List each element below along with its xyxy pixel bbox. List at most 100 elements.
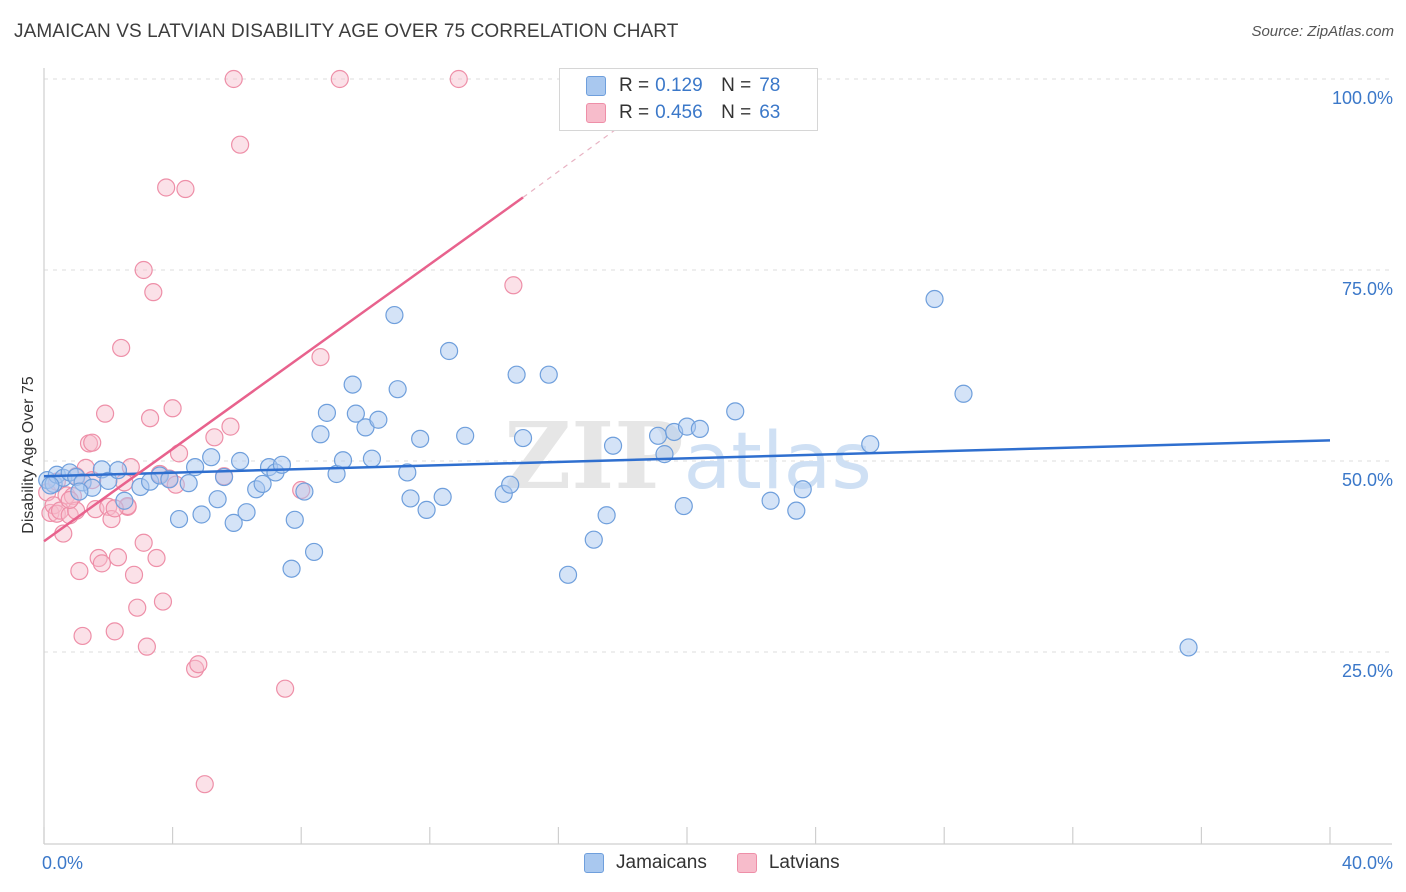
jamaican-point	[648, 426, 668, 445]
latvian-point	[134, 533, 153, 552]
latvian-point	[70, 561, 89, 581]
latvian-point	[221, 417, 240, 436]
latvian-point	[176, 179, 195, 199]
latvian-point	[95, 404, 115, 423]
jamaican-point	[41, 476, 60, 495]
chart-source: Source: ZipAtlas.com	[1251, 23, 1394, 40]
latvians-points	[38, 69, 523, 794]
latvian-point	[73, 626, 92, 646]
legend-row-jamaicans: R = 0.129 N = 78	[586, 73, 780, 99]
latvian-point	[140, 409, 160, 428]
jamaican-point	[202, 448, 221, 467]
latvian-point	[83, 433, 102, 452]
x-tick-label-max: 40.0%	[1342, 853, 1393, 873]
jamaican-point	[787, 501, 806, 520]
legend-n-value: 63	[759, 102, 781, 123]
jamaican-point	[208, 490, 227, 509]
jamaican-point	[761, 491, 780, 510]
latvian-point	[449, 69, 468, 89]
jamaican-point	[597, 506, 616, 525]
latvian-point	[105, 622, 124, 641]
latvian-point	[137, 637, 156, 656]
jamaican-point	[179, 474, 198, 493]
jamaican-point	[793, 480, 812, 499]
jamaican-point	[108, 461, 128, 480]
jamaican-point	[925, 289, 944, 309]
jamaican-point	[333, 451, 353, 470]
series-legend: Jamaicans Latvians	[584, 852, 870, 874]
grid-lines	[44, 78, 1392, 653]
y-axis-label: Disability Age Over 75	[20, 376, 37, 534]
latvian-point	[147, 548, 166, 568]
jamaican-point	[70, 482, 89, 501]
y-tick-label: 50.0%	[1342, 470, 1393, 490]
latvian-point	[112, 338, 131, 358]
latvian-point	[157, 178, 176, 197]
latvian-point	[92, 554, 111, 573]
jamaican-point	[169, 509, 189, 529]
jamaican-point	[861, 435, 880, 454]
legend-r-label: R =	[619, 75, 650, 96]
y-tick-labels: 25.0% 50.0% 75.0% 100.0%	[1332, 88, 1393, 681]
latvian-point	[124, 565, 144, 584]
jamaican-point	[417, 500, 436, 519]
legend-n-label: N =	[721, 75, 752, 96]
legend-n-value: 78	[759, 75, 781, 96]
jamaican-point	[317, 403, 337, 422]
jamaican-point	[385, 305, 404, 325]
latvians-swatch	[586, 103, 606, 123]
jamaican-point	[237, 503, 256, 522]
latvian-point	[102, 509, 121, 529]
jamaicans-legend-swatch	[584, 853, 604, 873]
jamaican-point	[388, 380, 407, 399]
jamaican-point	[311, 425, 330, 444]
jamaican-point	[401, 489, 420, 508]
latvian-point	[330, 69, 349, 89]
legend-label-jamaicans: Jamaicans	[616, 852, 707, 873]
legend-row-latvians: R = 0.456 N = 63	[586, 100, 780, 126]
jamaican-point	[231, 451, 250, 471]
legend-label-latvians: Latvians	[768, 852, 840, 873]
latvian-point	[231, 135, 250, 154]
jamaicans-trend-line	[43, 439, 1331, 478]
axes	[43, 68, 1392, 845]
jamaican-point	[160, 470, 179, 489]
latvian-point	[311, 347, 330, 367]
latvian-point	[163, 399, 182, 418]
jamaican-point	[192, 505, 211, 524]
legend-item-latvians[interactable]: Latvians	[736, 852, 840, 874]
latvian-point	[108, 548, 128, 567]
jamaican-point	[411, 429, 430, 448]
y-tick-label: 75.0%	[1342, 279, 1393, 299]
chart-title: JAMAICAN VS LATVIAN DISABILITY AGE OVER …	[14, 21, 679, 42]
jamaican-point	[115, 491, 134, 510]
jamaican-point	[369, 410, 388, 429]
jamaican-point	[433, 487, 452, 507]
latvian-point	[153, 592, 173, 611]
latvian-point	[189, 655, 208, 674]
latvian-point	[205, 428, 224, 447]
jamaican-point	[1179, 638, 1198, 657]
latvian-point	[128, 598, 147, 617]
jamaican-point	[513, 428, 533, 448]
legend-item-jamaicans[interactable]: Jamaicans	[584, 852, 707, 874]
jamaican-point	[539, 365, 558, 384]
jamaican-point	[282, 559, 301, 578]
legend-r-label: R =	[619, 102, 650, 123]
latvian-point	[276, 679, 295, 698]
x-tick-label-min: 0.0%	[42, 853, 83, 873]
latvian-point	[144, 283, 163, 302]
latvians-trend-line	[43, 196, 524, 543]
jamaican-point	[558, 565, 578, 584]
jamaican-point	[285, 510, 304, 529]
latvian-point	[195, 775, 214, 794]
jamaican-point	[343, 375, 362, 394]
y-tick-label: 100.0%	[1332, 88, 1393, 108]
jamaican-point	[214, 467, 234, 487]
jamaicans-swatch	[586, 76, 606, 96]
latvian-point	[134, 260, 153, 280]
jamaican-point	[346, 404, 365, 423]
jamaican-point	[362, 449, 382, 468]
jamaican-point	[501, 475, 520, 494]
